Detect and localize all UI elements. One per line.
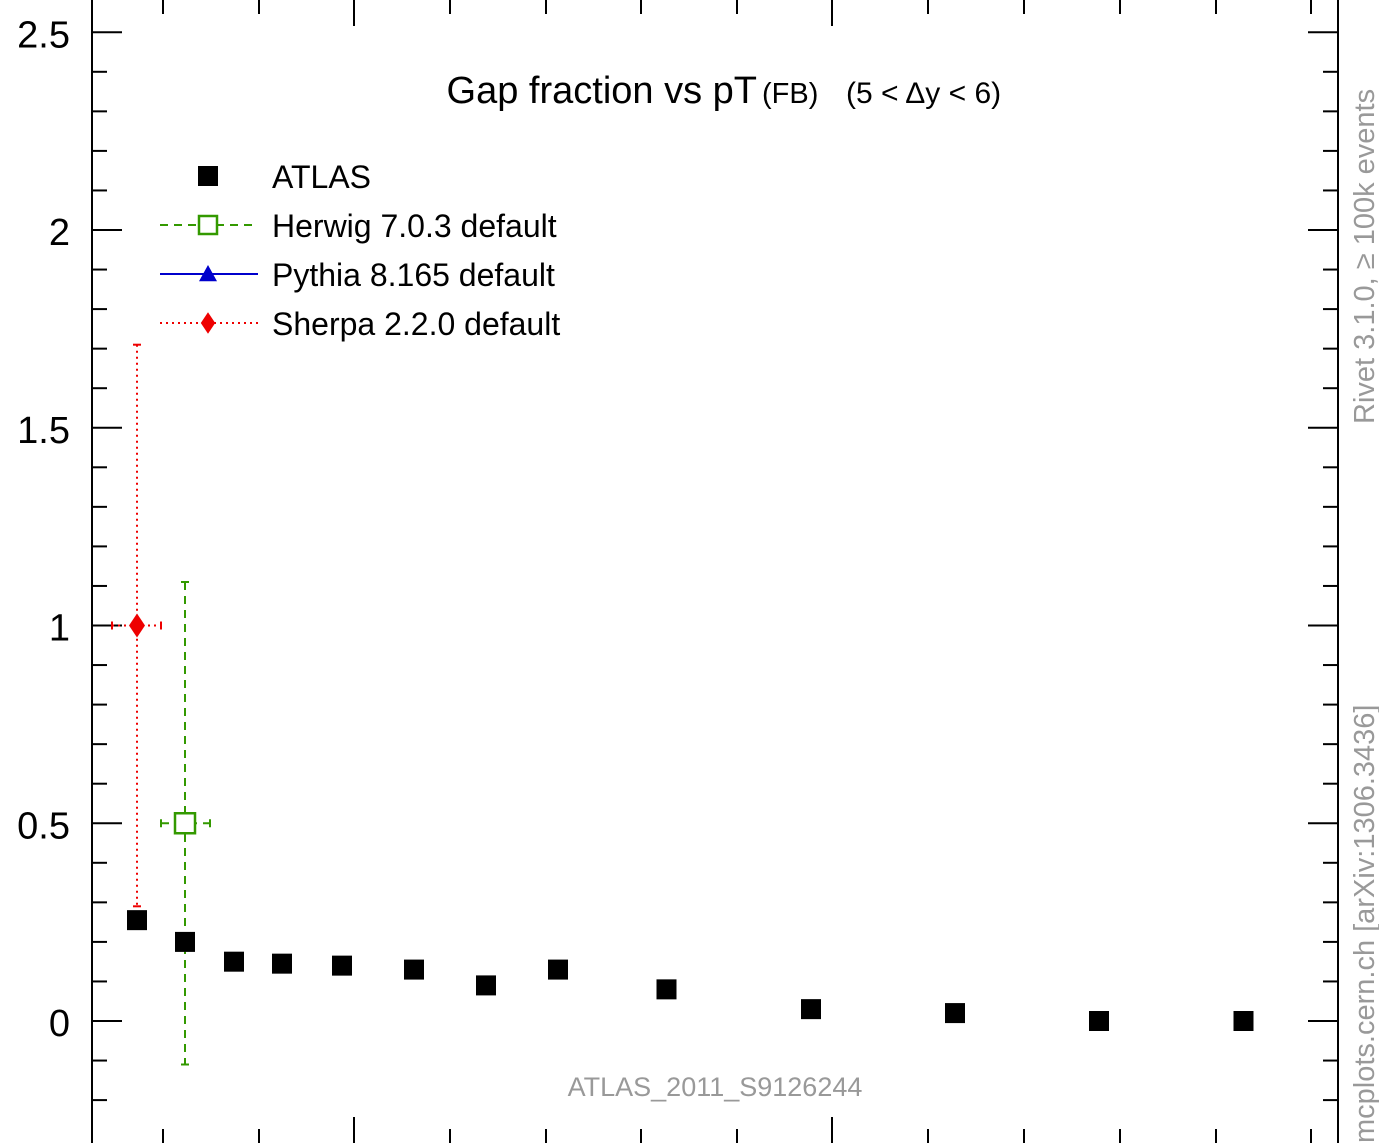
data-point	[945, 1003, 965, 1024]
legend: ATLAS Herwig 7.0.3 default Pythia 8.165 de…	[160, 159, 560, 342]
legend-entry: ATLAS	[198, 159, 371, 195]
side-label-top: Rivet 3.1.0, ≥ 100k events	[1349, 89, 1379, 424]
legend-marker	[200, 312, 216, 334]
series-herwig	[160, 580, 211, 1066]
data-point	[476, 975, 496, 996]
chart-title: Gap fraction vs pT	[447, 70, 757, 112]
y-tick-label: 2.5	[17, 14, 70, 56]
y-tick-label: 2	[49, 212, 70, 254]
y-tick-label: 0.5	[17, 805, 70, 847]
legend-label: Herwig 7.0.3 default	[272, 208, 557, 244]
side-label-bottom: mcplots.cern.ch [arXiv:1306.3436]	[1349, 705, 1379, 1143]
data-point	[175, 931, 195, 952]
data-point	[173, 812, 197, 835]
legend-label: ATLAS	[272, 159, 371, 195]
legend-marker	[197, 214, 219, 236]
y-tick-label: 0	[49, 1003, 70, 1045]
data-point	[404, 959, 424, 980]
data-point	[656, 979, 677, 1000]
legend-entry: Pythia 8.165 default	[160, 257, 555, 293]
legend-marker	[198, 166, 218, 186]
series-atlas	[127, 910, 1254, 1031]
data-point	[332, 955, 352, 976]
plot-frame	[91, 0, 1339, 1143]
analysis-label: ATLAS_2011_S9126244	[568, 1072, 863, 1102]
data-point	[801, 999, 821, 1020]
series-sherpa	[111, 343, 162, 908]
data-point	[272, 953, 292, 974]
y-tick-label: 1.5	[17, 410, 70, 452]
data-point	[1089, 1011, 1109, 1031]
axis-layer: 0 0.5 1 1.5 2 2.5	[17, 0, 1339, 1143]
legend-entry: Sherpa 2.2.0 default	[160, 306, 560, 342]
legend-entry: Herwig 7.0.3 default	[160, 208, 557, 244]
data-point	[127, 910, 147, 931]
legend-label: Pythia 8.165 default	[272, 257, 555, 293]
chart-title-suffix: (FB)	[762, 78, 818, 110]
data-point	[1233, 1011, 1254, 1031]
chart-title-range: (5 < Δy < 6)	[846, 77, 1001, 110]
data-point	[129, 613, 145, 638]
data-point	[224, 951, 244, 972]
legend-marker	[199, 265, 217, 282]
legend-label: Sherpa 2.2.0 default	[272, 306, 560, 342]
data-point	[548, 959, 568, 980]
y-tick-label: 1	[49, 608, 70, 650]
marks-layer	[111, 343, 1254, 1066]
